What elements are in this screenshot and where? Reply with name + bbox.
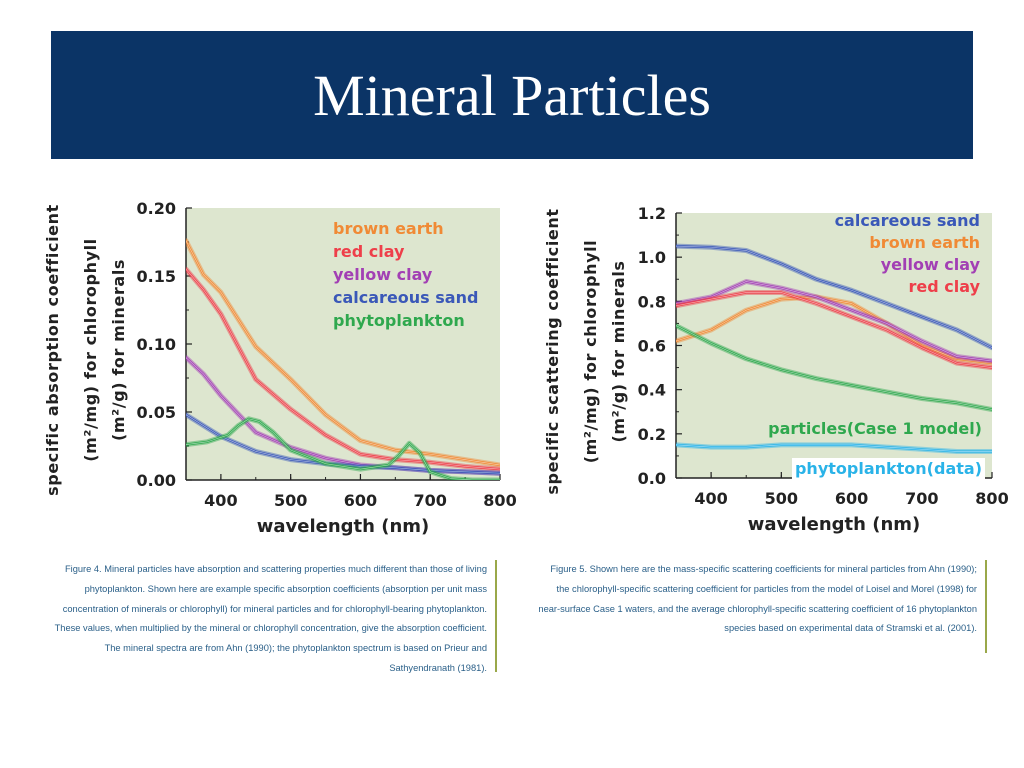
- x-axis-label: wavelength (nm): [748, 514, 921, 535]
- title-bar: Mineral Particles: [51, 31, 973, 159]
- x-tick-label: 500: [274, 491, 307, 510]
- plot-area: [186, 208, 500, 480]
- legend-entry-calcareous-sand: calcareous sand: [333, 288, 478, 307]
- legend-entry-red-clay: red clay: [909, 277, 981, 296]
- y-axis-label: (m²/mg) for chlorophyll: [81, 238, 100, 462]
- absorption-chart: 0.00 0.05 0.10 0.15 0.20 400 500 600 700 800 wavel…: [43, 199, 517, 537]
- y-tick-label: 1.0: [638, 248, 666, 267]
- y-tick-label: 1.2: [638, 204, 666, 223]
- figure-5-caption: Figure 5. Shown here are the mass-specif…: [537, 560, 987, 653]
- series-line-red-clay-highlight: [676, 292, 992, 368]
- series-label-phytoplankton-data: phytoplankton(data): [795, 459, 982, 478]
- x-tick-label: 600: [344, 491, 377, 510]
- y-axis-label: (m²/mg) for chlorophyll: [581, 240, 600, 464]
- x-tick-label: 500: [765, 489, 798, 508]
- series-label-background: [791, 458, 985, 479]
- legend-entry-brown-earth: brown earth: [869, 233, 980, 252]
- y-tick-label: 0.2: [638, 425, 666, 444]
- legend-entry-red-clay: red clay: [333, 242, 405, 261]
- series-group: [676, 243, 992, 454]
- y-tick-label: 0.8: [638, 292, 666, 311]
- series-label-particles-case-1-model: particles(Case 1 model): [768, 419, 982, 438]
- series-line-phytoplankton-data-highlight: [676, 444, 992, 452]
- x-tick-label: 400: [694, 489, 727, 508]
- y-tick-label: 0.10: [137, 335, 176, 354]
- x-tick-label: 600: [835, 489, 868, 508]
- y-axis-label: specific absorption coefficient: [43, 204, 62, 496]
- legend-entry-phytoplankton: phytoplankton: [333, 311, 465, 330]
- slide-title: Mineral Particles: [313, 62, 711, 128]
- series-line-red-clay-highlight: [186, 268, 500, 470]
- legend-entry-yellow-clay: yellow clay: [333, 265, 433, 284]
- series-line-brown-earth-highlight: [186, 240, 500, 466]
- y-tick-label: 0.4: [638, 381, 666, 400]
- x-axis-label: wavelength (nm): [257, 516, 430, 537]
- y-tick-label: 0.15: [137, 267, 176, 286]
- series-group: [186, 238, 500, 480]
- x-tick-label: 700: [905, 489, 938, 508]
- legend-entry-calcareous-sand: calcareous sand: [835, 211, 980, 230]
- y-axis-label: (m²/g) for minerals: [609, 260, 628, 442]
- series-line-yellow-clay-highlight: [676, 281, 992, 362]
- y-axis-label: specific scattering coefficient: [543, 208, 562, 494]
- plot-area: [676, 213, 992, 478]
- series-line-particles-case-1-model-highlight: [676, 325, 992, 410]
- scattering-chart: 0.0 0.2 0.4 0.6 0.8 1.0 1.2 400 500 600 700 800 wave…: [543, 204, 1009, 535]
- series-line-brown-earth-highlight: [676, 296, 992, 364]
- y-tick-label: 0.20: [137, 199, 176, 218]
- y-tick-label: 0.00: [137, 471, 176, 490]
- x-tick-label: 700: [414, 491, 447, 510]
- y-tick-label: 0.0: [638, 469, 666, 488]
- y-tick-label: 0.6: [638, 337, 666, 356]
- x-tick-label: 400: [204, 491, 237, 510]
- x-tick-label: 800: [975, 489, 1008, 508]
- y-axis-label: (m²/g) for minerals: [109, 259, 128, 441]
- legend-entry-yellow-clay: yellow clay: [881, 255, 981, 274]
- series-line-phytoplankton-highlight: [186, 418, 500, 480]
- legend-entry-brown-earth: brown earth: [333, 219, 444, 238]
- x-tick-label: 800: [483, 491, 516, 510]
- series-line-calcareous-sand-highlight: [676, 245, 992, 349]
- y-tick-label: 0.05: [137, 403, 176, 422]
- figure-4-caption: Figure 4. Mineral particles have absorpt…: [47, 560, 497, 673]
